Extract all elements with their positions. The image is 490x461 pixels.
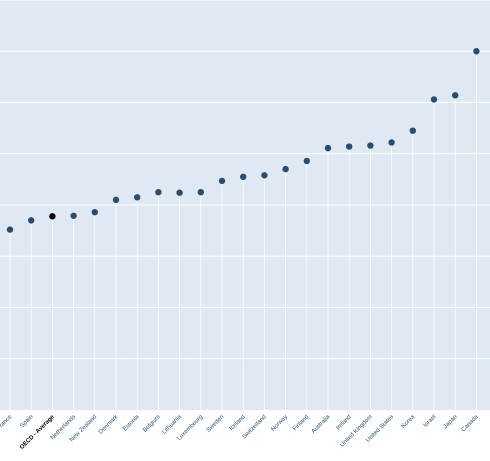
data-point xyxy=(473,48,480,55)
data-point xyxy=(282,165,289,173)
x-tick-label: Canada xyxy=(461,414,481,434)
x-tick-label: Lithuania xyxy=(162,414,184,436)
data-point xyxy=(70,212,77,219)
x-tick-label: Israel xyxy=(423,414,438,429)
data-points xyxy=(6,48,480,233)
x-tick-label: Estonia xyxy=(122,414,141,433)
x-tick-label: Finland xyxy=(292,414,310,432)
x-tick-label: Australia xyxy=(311,414,332,435)
data-point xyxy=(324,144,332,152)
data-point xyxy=(134,194,141,201)
data-point xyxy=(261,172,268,179)
data-point xyxy=(197,188,204,196)
data-point xyxy=(6,226,14,233)
data-point xyxy=(346,143,353,150)
data-point xyxy=(452,92,459,99)
data-point xyxy=(91,208,99,216)
x-tick-label: Denmark xyxy=(98,413,120,435)
x-tick-label: Iceland xyxy=(229,414,247,432)
data-point xyxy=(409,127,416,134)
data-point xyxy=(430,96,438,103)
x-tick-label: Korea xyxy=(401,414,417,430)
data-point xyxy=(367,142,374,149)
data-point xyxy=(303,157,310,165)
x-tick-label: Spain xyxy=(20,414,35,429)
x-tick-label: Norway xyxy=(270,414,289,433)
data-point xyxy=(240,173,247,181)
gridlines xyxy=(0,0,490,360)
data-point xyxy=(176,189,183,196)
x-tick-label: France xyxy=(0,414,14,432)
data-point xyxy=(28,217,35,224)
data-point xyxy=(49,213,56,220)
data-point xyxy=(218,177,226,185)
x-tick-label: Japan xyxy=(443,414,459,430)
x-tick-label: Belgium xyxy=(142,414,162,434)
stems xyxy=(9,51,477,410)
data-point xyxy=(388,139,395,146)
x-tick-label: Ireland xyxy=(335,414,352,431)
x-tick-label: Sweden xyxy=(206,414,226,434)
data-point xyxy=(155,188,162,196)
data-point xyxy=(112,196,120,204)
